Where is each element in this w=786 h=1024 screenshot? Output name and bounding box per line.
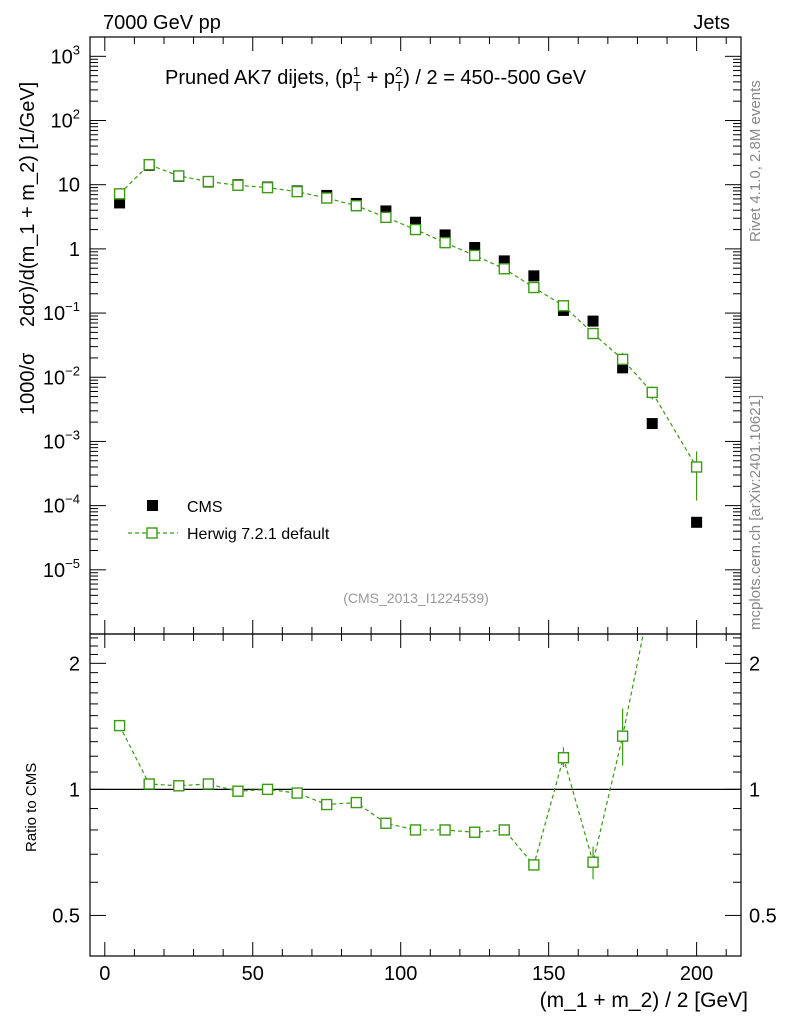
y-tick-label: 10: [58, 175, 80, 197]
ylabel-main-a: 1000/σ: [17, 352, 39, 415]
x-tick-label: 200: [680, 963, 713, 985]
cms-point: [587, 315, 599, 327]
mc-point: [113, 188, 126, 200]
mc-series-line: [119, 163, 698, 468]
mc-point: [690, 461, 703, 473]
cms-point: [617, 362, 629, 374]
ratio-point: [468, 826, 481, 838]
mc-point: [261, 181, 274, 194]
cms-point: [410, 216, 421, 228]
mc-point: [321, 192, 333, 204]
y-tick-label: 10−3: [43, 427, 80, 453]
ratio-point: [261, 783, 274, 796]
cms-point: [498, 255, 510, 267]
mc-point: [498, 263, 510, 275]
ratio-frame: [89, 633, 742, 957]
plot-title: Pruned AK7 dijets, (p1 T + p2 T) / 2 = 450…: [165, 64, 587, 94]
ratio-point: [232, 785, 244, 797]
main-frame: [89, 36, 742, 635]
mc-point: [439, 236, 451, 249]
header-left: 7000 GeV pp: [103, 12, 221, 34]
legend-mc-label: Herwig 7.2.1 default: [187, 526, 330, 543]
mc-point: [409, 223, 422, 236]
y-tick-label: 10−2: [43, 363, 80, 389]
cms-point: [114, 197, 126, 209]
y-tick-label: 103: [51, 42, 80, 68]
mc-point: [291, 185, 303, 198]
cms-point: [528, 270, 540, 282]
cms-point: [469, 242, 481, 254]
ratio-y-tick-label-right: 1: [749, 779, 760, 801]
ratio-point: [291, 787, 303, 799]
ratio-point: [380, 817, 392, 829]
ylabel-main-b: 2dσ)/d(m_1 + m_2) [1/GeV]: [17, 82, 39, 327]
x-tick-label: 100: [384, 963, 417, 985]
xlabel: (m_1 + m_2) / 2 [GeV]: [540, 989, 748, 1012]
mc-point: [202, 175, 215, 188]
ratio-point: [321, 798, 333, 811]
ratio-y-tick-label: 1: [69, 779, 80, 801]
ratio-y-tick-label-right: 0.5: [749, 905, 777, 927]
ratio-point: [439, 824, 451, 836]
mc-point: [528, 281, 540, 294]
x-tick-label: 150: [532, 963, 565, 985]
ratio-point: [647, 585, 657, 595]
ratio-point: [616, 730, 629, 742]
mc-point: [380, 211, 392, 224]
y-tick-label: 10−4: [43, 492, 80, 518]
mc-point: [646, 386, 658, 399]
ratio-point: [173, 780, 185, 792]
ratio-marks: [113, 585, 657, 880]
mc-point: [143, 158, 155, 171]
mc-point: [350, 200, 363, 212]
legend-cms-label: CMS: [187, 499, 223, 516]
cms-point: [691, 516, 703, 528]
header-right: Jets: [693, 12, 730, 34]
mc-point: [557, 300, 570, 312]
ratio-point: [409, 824, 422, 836]
ratio-point: [350, 796, 363, 809]
analysis-id: (CMS_2013_I1224539): [343, 590, 489, 606]
ratio-y-tick-label-right: 2: [749, 653, 760, 675]
ratio-point: [557, 752, 570, 764]
ratio-point: [528, 859, 540, 871]
legend-cms-marker: [147, 500, 158, 511]
ylabel-ratio: Ratio to CMS: [23, 763, 40, 852]
ratio-y-tick-label: 2: [69, 653, 80, 675]
ratio-point: [498, 824, 510, 836]
legend-mc-marker: [146, 527, 158, 539]
ratio-y-tick-label: 0.5: [52, 905, 80, 927]
main-marks: [113, 158, 703, 528]
ratio-point: [113, 719, 126, 732]
y-tick-label: 1: [69, 239, 80, 261]
cms-point: [439, 229, 451, 241]
x-tick-label: 0: [99, 963, 110, 985]
rivet-label: Rivet 4.1.0, 2.8M events: [747, 80, 764, 242]
y-tick-label: 10−1: [43, 299, 80, 325]
ratio-point: [587, 856, 599, 868]
mc-point: [616, 353, 629, 366]
axis-ticks: 0 50 100 150 20010310210110−110−210−310−410−…: [43, 36, 777, 985]
mcplots-label: mcplots.cern.ch [arXiv:2401.10621]: [747, 395, 764, 630]
mc-point: [468, 249, 481, 262]
ratio-point: [143, 778, 155, 790]
ratio-point: [202, 778, 215, 790]
ratio-clipped-group: [113, 585, 657, 880]
y-tick-label: 10−5: [43, 556, 80, 582]
x-tick-label: 50: [242, 963, 264, 985]
mc-point: [232, 179, 244, 191]
mc-point: [173, 170, 185, 182]
y-tick-label: 102: [51, 107, 80, 133]
mc-point: [587, 327, 599, 340]
cms-point: [646, 418, 658, 430]
cms-point: [380, 205, 392, 217]
